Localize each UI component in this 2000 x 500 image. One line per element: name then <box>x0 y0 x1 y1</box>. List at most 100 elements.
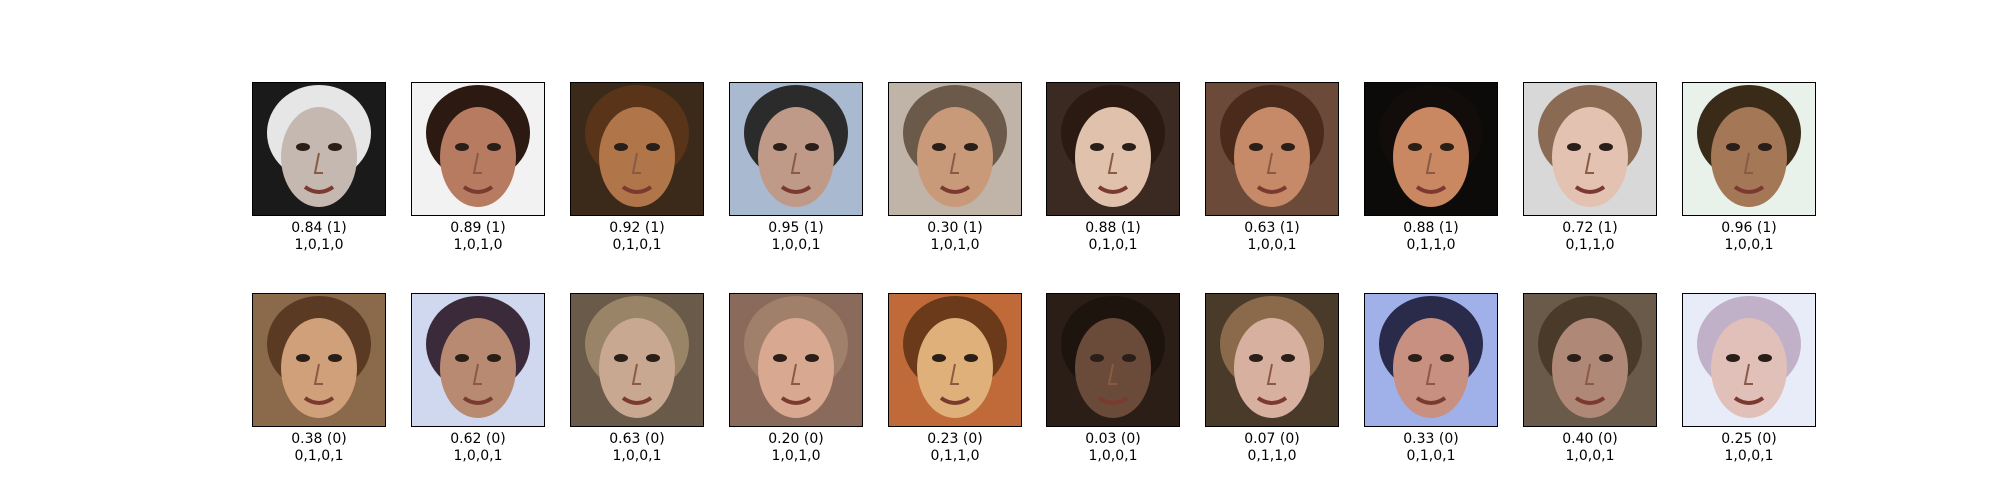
generated-face-image <box>729 293 863 427</box>
attributes-label: 0,1,0,1 <box>612 237 662 253</box>
face-caption: 0.07 (0) 0,1,1,0 <box>1205 431 1339 465</box>
score-label: 0.40 (0) <box>1562 431 1618 447</box>
attributes-label: 1,0,1,0 <box>771 448 821 464</box>
generated-face-image <box>888 293 1022 427</box>
real-face-image <box>1682 82 1816 216</box>
face-caption: 0.25 (0) 1,0,0,1 <box>1682 431 1816 465</box>
score-label: 0.92 (1) <box>609 220 665 236</box>
generated-face-cell: 0.63 (0) 1,0,0,1 <box>570 293 704 465</box>
attributes-label: 1,0,0,1 <box>771 237 821 253</box>
real-face-cell: 0.84 (1) 1,0,1,0 <box>252 82 386 254</box>
face-caption: 0.62 (0) 1,0,0,1 <box>411 431 545 465</box>
face-caption: 0.92 (1) 0,1,0,1 <box>570 220 704 254</box>
generated-face-cell: 0.33 (0) 0,1,0,1 <box>1364 293 1498 465</box>
generated-face-cell: 0.25 (0) 1,0,0,1 <box>1682 293 1816 465</box>
generated-face-image <box>570 293 704 427</box>
attributes-label: 1,0,1,0 <box>294 237 344 253</box>
attributes-label: 0,1,1,0 <box>1565 237 1615 253</box>
attributes-label: 1,0,1,0 <box>453 237 503 253</box>
generated-face-image <box>252 293 386 427</box>
real-face-image <box>252 82 386 216</box>
score-label: 0.23 (0) <box>927 431 983 447</box>
attributes-label: 0,1,1,0 <box>1247 448 1297 464</box>
score-label: 0.20 (0) <box>768 431 824 447</box>
attributes-label: 1,0,0,1 <box>1088 448 1138 464</box>
score-label: 0.88 (1) <box>1403 220 1459 236</box>
generated-face-image <box>1523 293 1657 427</box>
generated-face-cell: 0.62 (0) 1,0,0,1 <box>411 293 545 465</box>
face-caption: 0.88 (1) 0,1,1,0 <box>1364 220 1498 254</box>
attributes-label: 1,0,0,1 <box>1724 237 1774 253</box>
generated-face-cell: 0.23 (0) 0,1,1,0 <box>888 293 1022 465</box>
generated-face-cell: 0.40 (0) 1,0,0,1 <box>1523 293 1657 465</box>
real-face-image <box>570 82 704 216</box>
generated-face-image <box>1682 293 1816 427</box>
generated-face-cell: 0.07 (0) 0,1,1,0 <box>1205 293 1339 465</box>
generated-face-image <box>411 293 545 427</box>
real-face-cell: 0.92 (1) 0,1,0,1 <box>570 82 704 254</box>
score-label: 0.63 (0) <box>609 431 665 447</box>
generated-face-image <box>1205 293 1339 427</box>
attributes-label: 0,1,0,1 <box>294 448 344 464</box>
face-caption: 0.95 (1) 1,0,0,1 <box>729 220 863 254</box>
face-caption: 0.63 (0) 1,0,0,1 <box>570 431 704 465</box>
real-face-cell: 0.63 (1) 1,0,0,1 <box>1205 82 1339 254</box>
attributes-label: 1,0,0,1 <box>1247 237 1297 253</box>
attributes-label: 1,0,0,1 <box>1724 448 1774 464</box>
score-label: 0.38 (0) <box>291 431 347 447</box>
real-face-cell: 0.88 (1) 0,1,1,0 <box>1364 82 1498 254</box>
attributes-label: 1,0,0,1 <box>1565 448 1615 464</box>
score-label: 0.62 (0) <box>450 431 506 447</box>
score-label: 0.95 (1) <box>768 220 824 236</box>
face-caption: 0.03 (0) 1,0,0,1 <box>1046 431 1180 465</box>
score-label: 0.33 (0) <box>1403 431 1459 447</box>
score-label: 0.88 (1) <box>1085 220 1141 236</box>
score-label: 0.25 (0) <box>1721 431 1777 447</box>
real-face-image <box>1523 82 1657 216</box>
real-face-image <box>1364 82 1498 216</box>
attributes-label: 0,1,1,0 <box>930 448 980 464</box>
score-label: 0.63 (1) <box>1244 220 1300 236</box>
face-caption: 0.84 (1) 1,0,1,0 <box>252 220 386 254</box>
face-caption: 0.33 (0) 0,1,0,1 <box>1364 431 1498 465</box>
attributes-label: 0,1,0,1 <box>1406 448 1456 464</box>
face-caption: 0.89 (1) 1,0,1,0 <box>411 220 545 254</box>
attributes-label: 1,0,0,1 <box>612 448 662 464</box>
real-face-cell: 0.88 (1) 0,1,0,1 <box>1046 82 1180 254</box>
real-face-cell: 0.30 (1) 1,0,1,0 <box>888 82 1022 254</box>
score-label: 0.03 (0) <box>1085 431 1141 447</box>
real-face-image <box>888 82 1022 216</box>
score-label: 0.84 (1) <box>291 220 347 236</box>
attributes-label: 1,0,1,0 <box>930 237 980 253</box>
face-caption: 0.40 (0) 1,0,0,1 <box>1523 431 1657 465</box>
real-face-image <box>729 82 863 216</box>
face-caption: 0.30 (1) 1,0,1,0 <box>888 220 1022 254</box>
generated-face-cell: 0.03 (0) 1,0,0,1 <box>1046 293 1180 465</box>
face-caption: 0.20 (0) 1,0,1,0 <box>729 431 863 465</box>
score-label: 0.89 (1) <box>450 220 506 236</box>
face-caption: 0.38 (0) 0,1,0,1 <box>252 431 386 465</box>
face-caption: 0.23 (0) 0,1,1,0 <box>888 431 1022 465</box>
score-label: 0.72 (1) <box>1562 220 1618 236</box>
score-label: 0.30 (1) <box>927 220 983 236</box>
generated-face-image <box>1364 293 1498 427</box>
face-caption: 0.72 (1) 0,1,1,0 <box>1523 220 1657 254</box>
real-face-cell: 0.96 (1) 1,0,0,1 <box>1682 82 1816 254</box>
real-face-image <box>1046 82 1180 216</box>
face-caption: 0.63 (1) 1,0,0,1 <box>1205 220 1339 254</box>
real-face-cell: 0.72 (1) 0,1,1,0 <box>1523 82 1657 254</box>
generated-face-cell: 0.20 (0) 1,0,1,0 <box>729 293 863 465</box>
real-face-image <box>1205 82 1339 216</box>
score-label: 0.07 (0) <box>1244 431 1300 447</box>
real-face-cell: 0.89 (1) 1,0,1,0 <box>411 82 545 254</box>
generated-face-image <box>1046 293 1180 427</box>
face-caption: 0.96 (1) 1,0,0,1 <box>1682 220 1816 254</box>
attributes-label: 0,1,1,0 <box>1406 237 1456 253</box>
face-caption: 0.88 (1) 0,1,0,1 <box>1046 220 1180 254</box>
real-face-image <box>411 82 545 216</box>
real-face-cell: 0.95 (1) 1,0,0,1 <box>729 82 863 254</box>
attributes-label: 1,0,0,1 <box>453 448 503 464</box>
generated-face-cell: 0.38 (0) 0,1,0,1 <box>252 293 386 465</box>
attributes-label: 0,1,0,1 <box>1088 237 1138 253</box>
